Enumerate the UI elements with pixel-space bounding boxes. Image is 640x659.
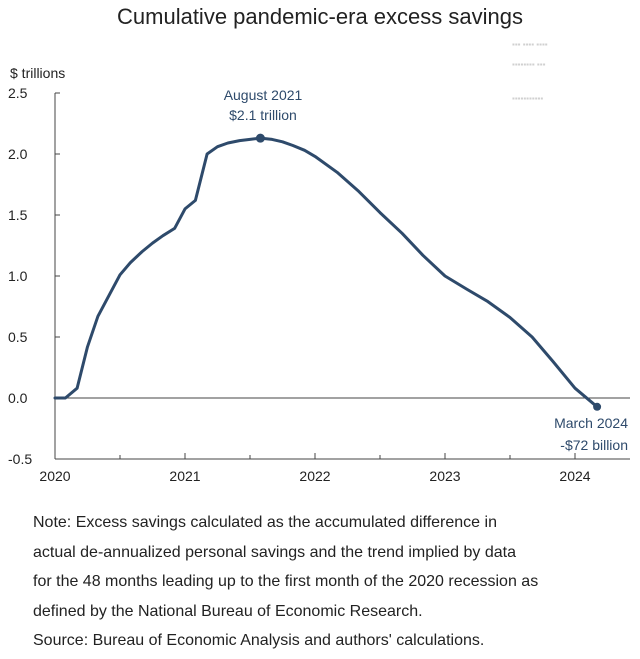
peak-annotation-date: August 2021 — [224, 87, 303, 103]
source-line: Source: Bureau of Economic Analysis and … — [33, 632, 485, 649]
end-annotation-value: -$72 billion — [560, 437, 628, 453]
end-point — [593, 402, 602, 411]
y-tick-label: 2.0 — [8, 146, 28, 162]
peak-annotation-value: $2.1 trillion — [229, 107, 297, 123]
x-tick-label: 2020 — [39, 468, 70, 484]
note-line: Note: Excess savings calculated as the a… — [33, 514, 497, 531]
note-line: defined by the National Bureau of Econom… — [33, 602, 423, 620]
y-axis-label: $ trillions — [10, 65, 65, 81]
y-tick-label: 0.5 — [8, 329, 28, 345]
y-tick-label: 1.0 — [8, 268, 28, 284]
note-line: for the 48 months leading up to the firs… — [33, 573, 539, 590]
y-tick-label: 1.5 — [8, 207, 28, 223]
note-line: actual de-annualized personal savings an… — [33, 543, 516, 561]
y-tick-label: 0.0 — [8, 390, 28, 406]
chart-plot: -0.5 0.0 0.5 1.0 1.5 2.0 2.5 $ trillions 2020 202… — [8, 65, 630, 484]
chart-note: Note: Excess savings calculated as the a… — [33, 508, 633, 656]
y-tick-label: -0.5 — [8, 451, 32, 467]
x-tick-label: 2024 — [559, 468, 590, 484]
peak-point — [255, 133, 265, 143]
series-line — [53, 136, 599, 409]
watermark-mark: ▪▪▪ ▪▪▪▪ ▪▪▪▪ — [512, 40, 548, 49]
x-tick-label: 2022 — [299, 468, 330, 484]
x-tick-label: 2021 — [169, 468, 200, 484]
x-tick-label: 2023 — [429, 468, 460, 484]
watermark-mark: ▪▪▪▪▪▪▪▪▪▪▪ — [512, 94, 544, 103]
y-tick-label: 2.5 — [8, 85, 28, 101]
chart-title: Cumulative pandemic-era excess savings — [117, 4, 523, 29]
watermark-mark: ▪▪▪▪▪▪▪▪ ▪▪▪ — [512, 60, 546, 69]
end-annotation-date: March 2024 — [554, 415, 628, 431]
